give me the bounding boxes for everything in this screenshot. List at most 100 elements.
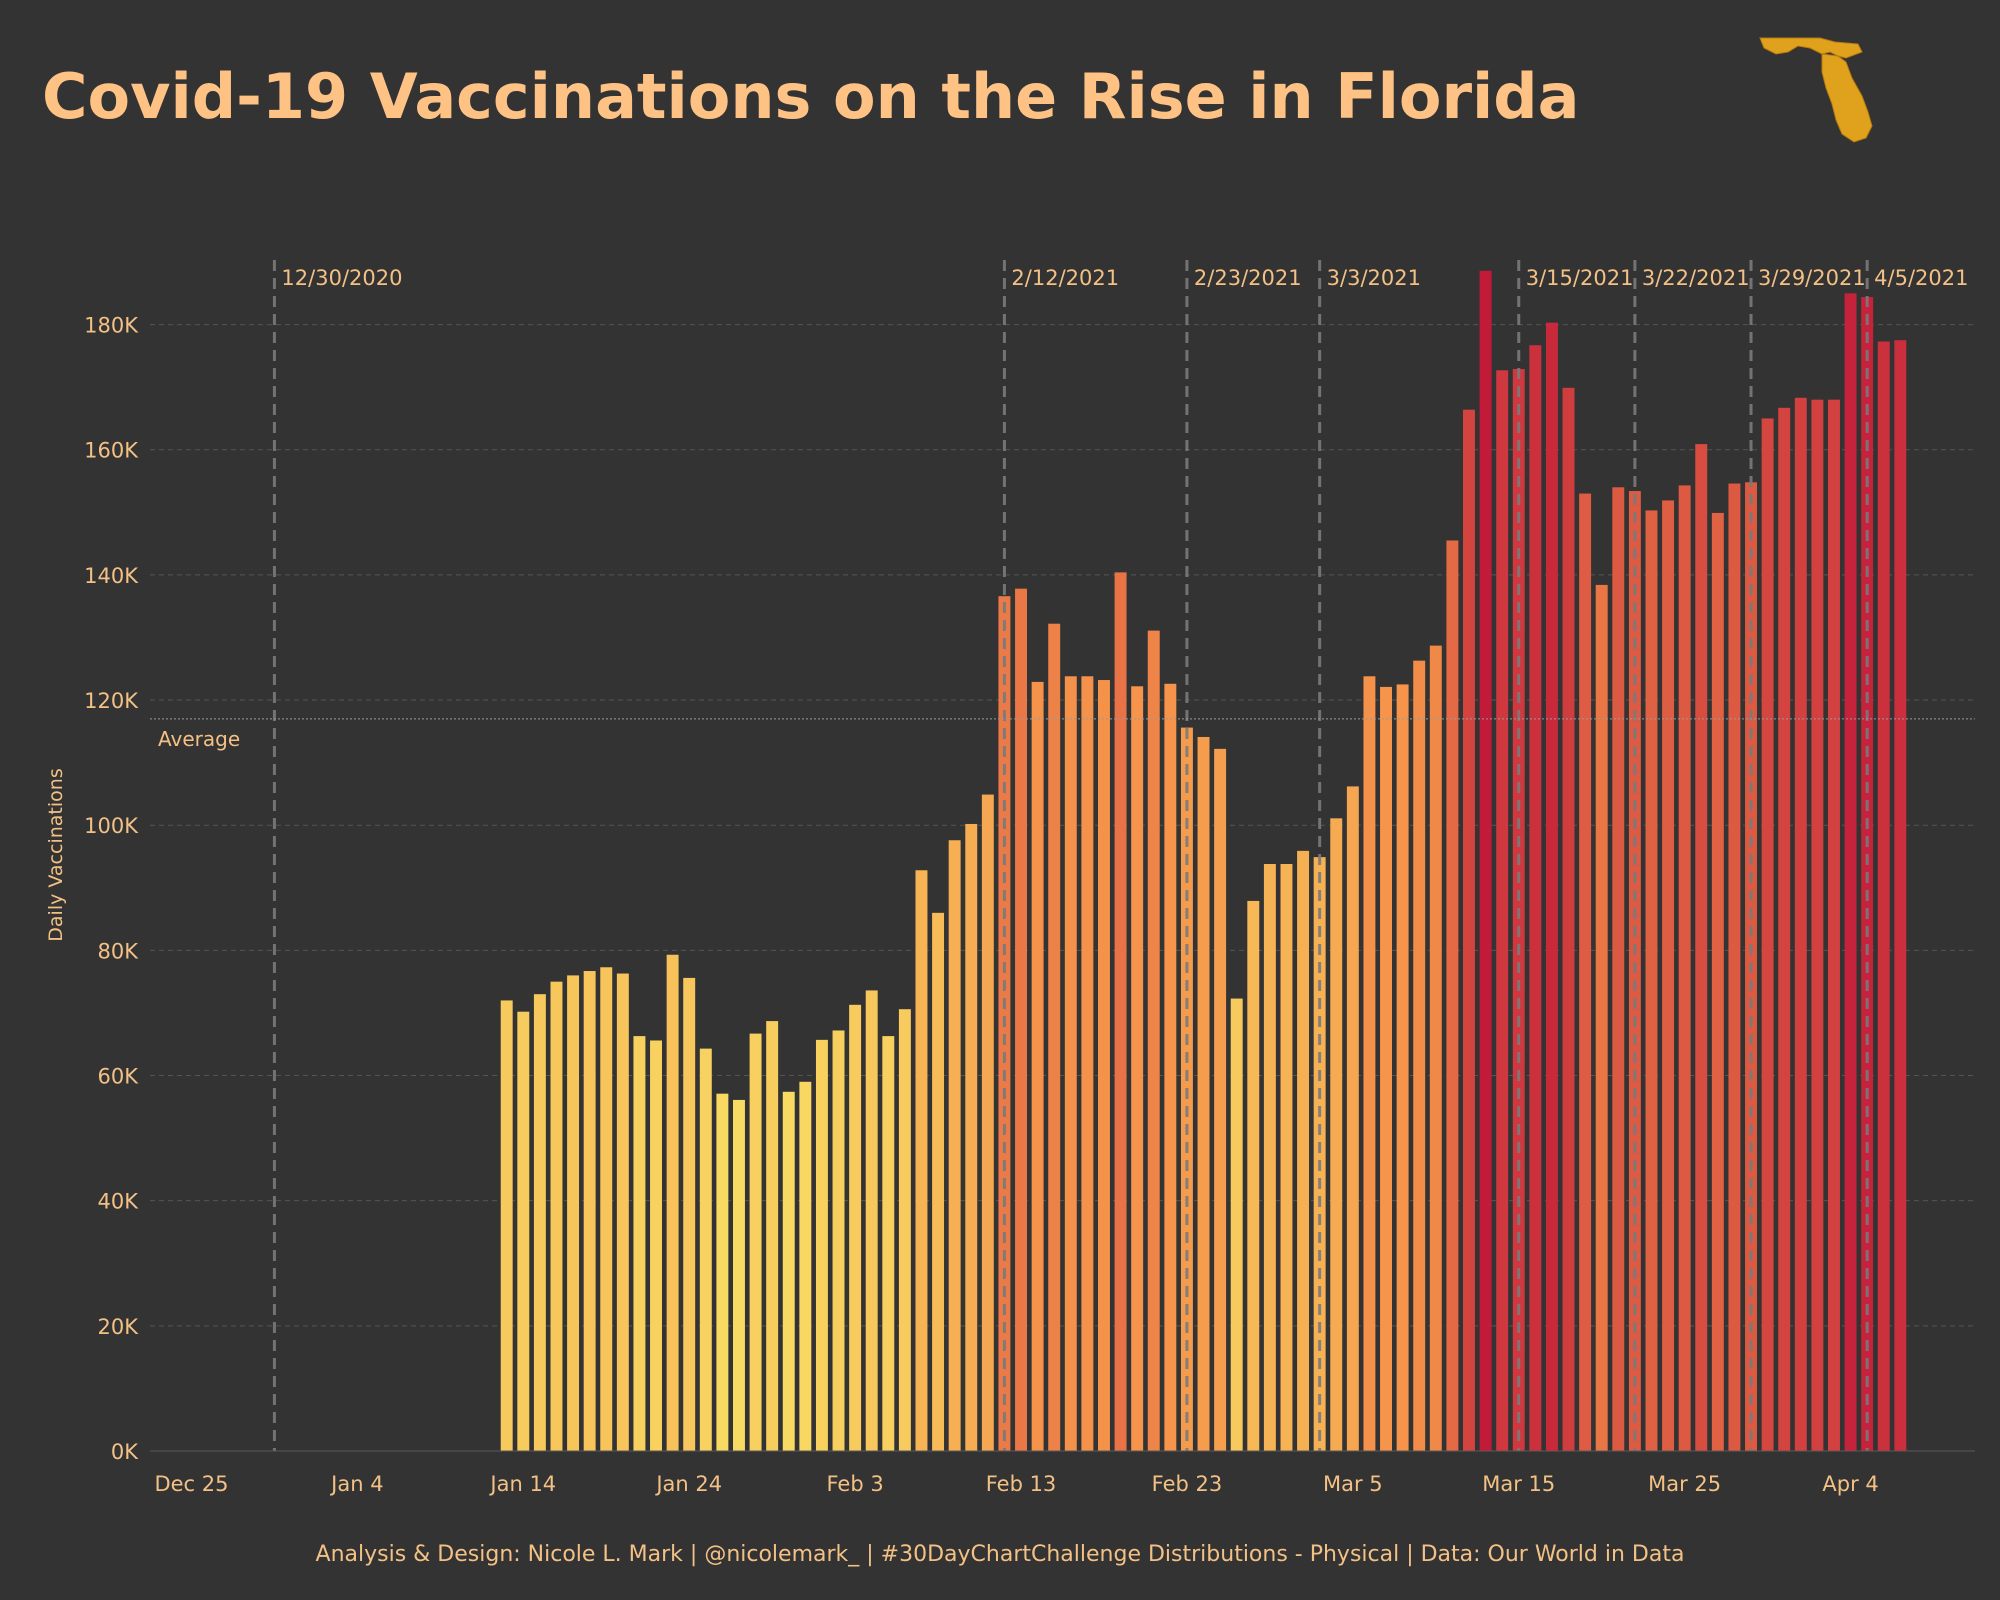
florida-state-icon [1759, 37, 1873, 143]
bar [915, 870, 928, 1451]
y-tick-label: 60K [98, 1065, 140, 1089]
bar [932, 912, 945, 1451]
axes: 0K 20K 40K 60K 80K 100K 120K 140K 160K 180K Dec 25… [84, 314, 1975, 1496]
bar [1463, 409, 1475, 1452]
x-tick-label: Feb 13 [986, 1472, 1057, 1496]
bar [1695, 444, 1708, 1451]
y-tick-label: 120K [84, 689, 139, 713]
bar [1562, 387, 1575, 1451]
bar [1612, 487, 1625, 1452]
bar [1330, 818, 1343, 1451]
reference-line-label: 2/12/2021 [1011, 266, 1119, 290]
y-tick-label: 40K [98, 1190, 140, 1214]
bar [898, 1009, 911, 1451]
bar [782, 1091, 795, 1451]
bar [1048, 623, 1061, 1451]
bar [1214, 748, 1227, 1451]
y-tick-label: 100K [84, 814, 139, 838]
bar [1396, 684, 1409, 1451]
bar [1844, 293, 1857, 1452]
reference-line-label: 12/30/2020 [281, 266, 402, 290]
bar [1297, 850, 1310, 1451]
bar [766, 1021, 779, 1451]
reference-lines: 12/30/2020 2/12/2021 2/23/2021 3/3/2021 3/15… [272, 260, 1968, 1451]
bar [600, 967, 613, 1451]
bar [1247, 900, 1260, 1451]
bar [965, 823, 978, 1451]
bar [1711, 512, 1724, 1451]
bar [1413, 660, 1426, 1451]
y-tick-label: 0K [111, 1440, 139, 1464]
bar [1678, 485, 1691, 1451]
bar [1529, 345, 1542, 1452]
chart-title: Covid-19 Vaccinations on the Rise in Flo… [42, 60, 1580, 133]
bar [815, 1039, 828, 1451]
bar [500, 1000, 513, 1451]
y-tick-label: 140K [84, 564, 139, 588]
bar [1031, 681, 1044, 1451]
bar [1197, 736, 1210, 1451]
reference-line-label: 3/3/2021 [1327, 266, 1421, 290]
bar [1579, 493, 1592, 1451]
bar [981, 794, 994, 1451]
bar [1230, 998, 1243, 1451]
bar [1429, 645, 1442, 1451]
bar [1496, 370, 1509, 1451]
average-line-group: Average [150, 718, 1975, 751]
bar [882, 1036, 895, 1451]
bar [1778, 407, 1791, 1451]
bar [1728, 483, 1741, 1451]
bar [749, 1033, 762, 1451]
bar [1828, 399, 1840, 1451]
x-tick-label: Feb 3 [827, 1472, 884, 1496]
bar [1081, 676, 1094, 1451]
bar [799, 1081, 812, 1451]
bar [1263, 864, 1276, 1451]
bar [1363, 676, 1376, 1451]
bar [666, 954, 679, 1451]
bar [699, 1048, 712, 1451]
x-tick-label: Feb 23 [1152, 1472, 1223, 1496]
footer-credits: Analysis & Design: Nicole L. Mark | @nic… [316, 1542, 1685, 1567]
bar [533, 994, 546, 1451]
bar [1098, 680, 1110, 1451]
bar [517, 1011, 530, 1451]
x-tick-label: Mar 5 [1323, 1472, 1383, 1496]
bar [1479, 270, 1492, 1452]
bar [1015, 588, 1027, 1451]
bar [567, 975, 580, 1451]
bar [849, 1004, 862, 1451]
bar [733, 1099, 745, 1451]
bar [1280, 864, 1293, 1451]
bar [683, 977, 696, 1451]
average-label: Average [158, 727, 240, 751]
bar [1164, 683, 1177, 1451]
bar [865, 990, 878, 1451]
x-tick-label: Jan 4 [329, 1472, 383, 1496]
y-tick-label: 20K [98, 1315, 140, 1339]
bar [1131, 686, 1144, 1451]
y-tick-label: 160K [84, 439, 139, 463]
bar [1313, 857, 1326, 1451]
bar [1346, 786, 1359, 1451]
bar [1877, 341, 1890, 1452]
reference-line-label: 3/22/2021 [1642, 266, 1750, 290]
bar [1595, 584, 1608, 1451]
bar [616, 973, 629, 1451]
bar [650, 1040, 662, 1451]
x-tick-label: Mar 15 [1482, 1472, 1555, 1496]
bar [1811, 399, 1824, 1451]
y-tick-label: 180K [84, 314, 139, 338]
y-tick-label: 80K [98, 939, 140, 963]
x-tick-label: Dec 25 [154, 1472, 228, 1496]
bar [1114, 572, 1127, 1451]
reference-line-label: 3/15/2021 [1526, 266, 1634, 290]
reference-line-label: 4/5/2021 [1874, 266, 1968, 290]
bar [1662, 500, 1675, 1451]
bar [948, 840, 961, 1451]
x-tick-label: Jan 24 [654, 1472, 722, 1496]
bar [832, 1030, 845, 1451]
x-tick-label: Apr 4 [1822, 1472, 1878, 1496]
bar [1761, 418, 1774, 1451]
bar [550, 981, 563, 1451]
